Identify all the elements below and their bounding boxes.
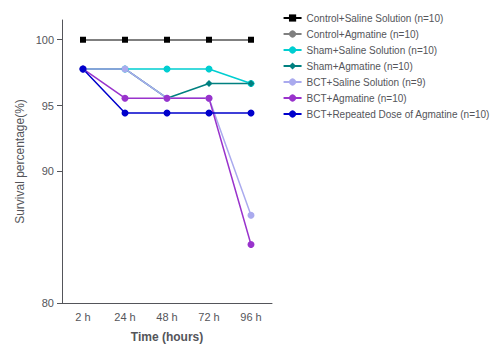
svg-text:72 h: 72 h [198, 311, 219, 323]
svg-text:BCT+Saline Solution (n=9): BCT+Saline Solution (n=9) [307, 77, 426, 88]
svg-text:2 h: 2 h [75, 311, 90, 323]
svg-text:80: 80 [42, 297, 54, 309]
svg-text:Sham+Agmatine (n=10): Sham+Agmatine (n=10) [307, 61, 413, 72]
svg-text:Survival percentage(%): Survival percentage(%) [13, 99, 27, 224]
svg-text:Control+Saline Solution (n=10): Control+Saline Solution (n=10) [307, 13, 444, 24]
svg-text:100: 100 [36, 34, 54, 46]
svg-text:BCT+Agmatine (n=10): BCT+Agmatine (n=10) [307, 93, 407, 104]
svg-text:96 h: 96 h [240, 311, 261, 323]
svg-text:Sham+Saline Solution (n=10): Sham+Saline Solution (n=10) [307, 45, 438, 56]
svg-text:24 h: 24 h [114, 311, 135, 323]
svg-text:Time (hours): Time (hours) [131, 330, 203, 344]
svg-text:BCT+Repeated Dose of Agmatine: BCT+Repeated Dose of Agmatine (n=10) [307, 109, 490, 120]
svg-text:48 h: 48 h [156, 311, 177, 323]
svg-text:Control+Agmatine (n=10): Control+Agmatine (n=10) [307, 29, 419, 40]
svg-text:90: 90 [42, 165, 54, 177]
svg-text:95: 95 [42, 100, 54, 112]
